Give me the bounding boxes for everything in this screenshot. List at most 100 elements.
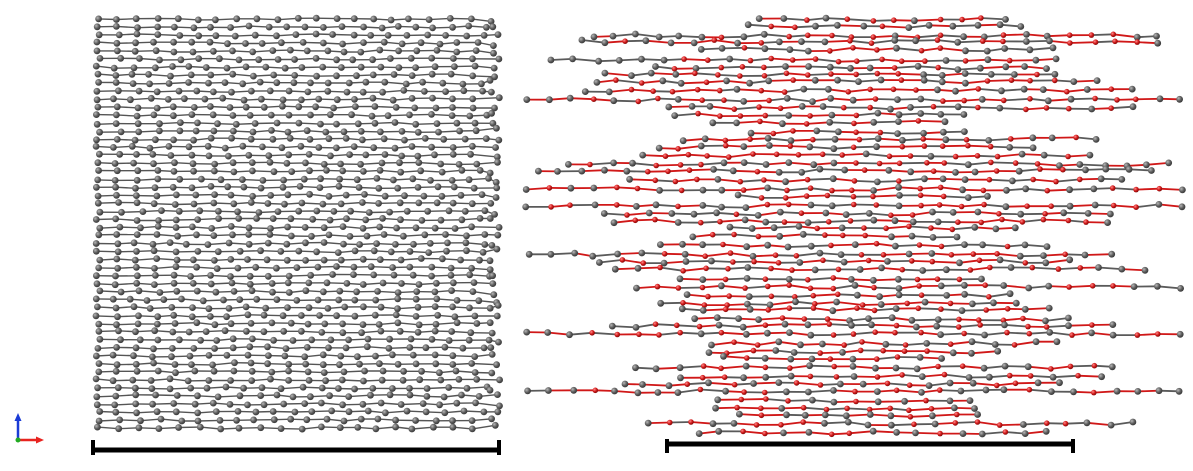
gray-bead [449, 361, 457, 368]
gray-bead [708, 341, 715, 349]
gray-bead [306, 136, 314, 143]
gray-bead [277, 385, 285, 393]
red-bead [1077, 265, 1084, 271]
chain-bond [824, 421, 849, 425]
gray-bead [214, 393, 222, 401]
red-bead [861, 225, 867, 231]
red-bead [674, 322, 680, 329]
gray-bead [798, 38, 805, 45]
gray-bead [189, 48, 197, 56]
gray-bead [256, 78, 264, 86]
gray-bead [720, 352, 727, 360]
red-bead [904, 300, 910, 307]
gray-bead [268, 126, 275, 134]
gray-bead [265, 23, 273, 31]
chain-bond [687, 381, 709, 386]
gray-bead [495, 136, 503, 144]
gray-bead [920, 71, 927, 79]
gray-bead [448, 177, 456, 184]
gray-bead [112, 183, 119, 191]
gray-bead [324, 87, 332, 95]
red-bead [805, 277, 811, 283]
chain-bond [978, 88, 1002, 92]
chain-bond [942, 144, 968, 148]
red-bead [671, 66, 678, 72]
gray-bead [151, 265, 158, 272]
gray-bead [226, 104, 234, 111]
chain-bond [137, 178, 158, 181]
gray-bead [227, 320, 235, 328]
gray-bead [150, 345, 157, 353]
gray-bead [743, 243, 751, 251]
red-bead [883, 225, 889, 232]
gray-bead [154, 336, 162, 344]
chain-bond [758, 317, 783, 321]
red-bead [993, 168, 1000, 174]
chain-bond [776, 153, 799, 156]
chain-bond [1037, 163, 1060, 167]
gray-bead [335, 182, 343, 190]
gray-bead [1129, 103, 1137, 111]
gray-bead [893, 44, 900, 52]
chain-bond [715, 406, 738, 410]
chain-bond [878, 137, 903, 142]
gray-bead [207, 71, 215, 79]
gray-bead [566, 331, 573, 339]
red-bead [1066, 284, 1072, 290]
chain-bond [899, 161, 927, 165]
chain-bond [294, 57, 317, 61]
gray-bead [287, 415, 295, 423]
chain-bond [604, 72, 632, 77]
gray-bead [274, 16, 282, 24]
gray-bead [457, 256, 464, 264]
gray-bead [1032, 56, 1040, 64]
chain-bond [941, 243, 965, 248]
chain-bond [707, 155, 729, 158]
gray-bead [535, 167, 542, 175]
gray-bead [199, 297, 207, 305]
gray-bead [1165, 159, 1173, 167]
gray-bead [432, 104, 440, 112]
chain-bond [920, 186, 941, 190]
chain-bond [721, 331, 747, 336]
chain-bond [707, 295, 730, 298]
chain-bond [871, 323, 897, 327]
red-bead [1048, 203, 1054, 209]
gray-bead [170, 168, 178, 175]
red-bead [899, 372, 905, 378]
gray-bead [992, 225, 1000, 233]
gray-bead [285, 289, 293, 296]
gray-bead [194, 119, 201, 127]
gray-bead [679, 137, 687, 145]
chain-bond [119, 419, 141, 422]
gray-bead [112, 79, 120, 86]
gray-bead [229, 231, 236, 239]
chain-bond [733, 341, 758, 346]
chain-bond [217, 267, 238, 270]
red-bead [1044, 420, 1050, 427]
chain-bond [354, 314, 376, 317]
chain-bond [833, 389, 856, 393]
gray-bead [1065, 314, 1072, 322]
gray-bead [615, 57, 623, 64]
gray-bead [422, 344, 430, 352]
gray-bead [706, 103, 714, 110]
red-bead [737, 113, 744, 119]
chain-bond [882, 25, 909, 29]
gray-bead [357, 63, 365, 71]
gray-bead [813, 127, 821, 135]
gray-bead [188, 361, 195, 368]
gray-bead [113, 191, 120, 199]
gray-bead [171, 159, 178, 167]
gray-bead [301, 23, 309, 31]
gray-bead [300, 175, 308, 183]
red-bead [741, 389, 747, 395]
gray-bead [708, 257, 715, 265]
gray-bead [434, 183, 442, 191]
gray-bead [249, 167, 256, 175]
gray-bead [874, 388, 881, 395]
chain-bond [798, 153, 823, 156]
red-bead [1029, 264, 1036, 271]
chain-bond [248, 227, 271, 230]
gray-bead [93, 23, 101, 31]
